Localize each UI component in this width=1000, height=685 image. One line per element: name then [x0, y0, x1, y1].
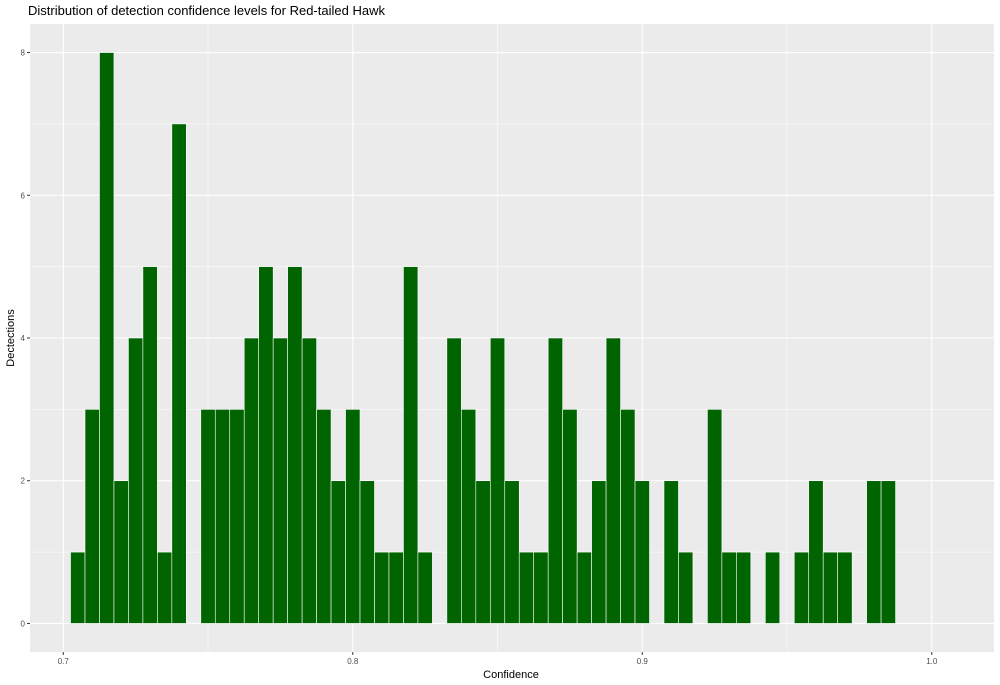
histogram-bar: [157, 551, 173, 624]
y-tick-label: 6: [21, 191, 26, 200]
histogram-bar: [258, 266, 274, 624]
histogram-bar: [417, 551, 433, 624]
histogram-bar: [678, 551, 694, 624]
histogram-bar: [113, 480, 129, 624]
histogram-bar: [837, 551, 853, 624]
histogram-bar: [243, 337, 259, 624]
chart-title: Distribution of detection confidence lev…: [28, 3, 385, 18]
histogram-bar: [489, 337, 506, 624]
y-tick-label: 4: [21, 334, 26, 343]
histogram-bar: [388, 551, 404, 624]
histogram-bar: [461, 409, 477, 624]
y-axis-title: Dectections: [5, 309, 17, 367]
y-tick-label: 0: [21, 619, 26, 628]
histogram-bar: [591, 480, 607, 624]
histogram-bar: [475, 480, 491, 624]
histogram-bar: [504, 480, 520, 624]
x-tick-label: 1.0: [926, 657, 938, 666]
histogram-bar: [446, 337, 462, 624]
histogram-bar: [576, 551, 592, 624]
histogram-bar: [562, 409, 578, 624]
histogram-bar: [359, 480, 375, 624]
histogram-bar: [403, 266, 419, 624]
histogram-bar: [301, 337, 317, 624]
histogram-bar: [793, 551, 810, 624]
x-tick-label: 0.8: [347, 657, 359, 666]
histogram-bar: [84, 409, 100, 624]
histogram-bar: [605, 337, 621, 624]
histogram-bar: [142, 266, 158, 624]
histogram-bar: [765, 551, 781, 624]
histogram-bar: [518, 551, 535, 624]
histogram-bar: [547, 337, 563, 624]
y-tick-label: 2: [21, 477, 26, 486]
histogram-bar: [70, 551, 86, 624]
histogram-bar: [808, 480, 824, 624]
histogram-bar: [214, 409, 231, 624]
histogram-bar: [99, 52, 115, 624]
x-tick-label: 0.9: [637, 657, 649, 666]
histogram-bar: [533, 551, 549, 624]
histogram-bar: [620, 409, 636, 624]
histogram-bar: [880, 480, 896, 624]
histogram-bar: [634, 480, 650, 624]
bars: [70, 52, 896, 624]
histogram-bar: [822, 551, 838, 624]
histogram-bar: [663, 480, 679, 624]
x-axis: 0.7 0.8 0.9 1.0: [58, 652, 938, 666]
histogram-bar: [721, 551, 737, 624]
histogram-bar: [316, 409, 332, 624]
x-axis-title: Confidence: [483, 669, 539, 681]
histogram-bar: [374, 551, 390, 624]
y-tick-label: 8: [21, 49, 26, 58]
y-axis: 0 2 4 6 8: [21, 49, 30, 628]
histogram-bar: [736, 551, 752, 624]
histogram-bar: [200, 409, 216, 624]
histogram-bar: [229, 409, 245, 624]
histogram-bar: [866, 480, 882, 624]
histogram-bar: [171, 123, 187, 624]
histogram-bar: [707, 409, 723, 624]
histogram-bar: [287, 266, 303, 624]
histogram-bar: [345, 409, 361, 624]
histogram-bar: [330, 480, 346, 624]
histogram-bar: [128, 337, 144, 624]
x-tick-label: 0.7: [58, 657, 70, 666]
histogram-bar: [272, 337, 288, 624]
